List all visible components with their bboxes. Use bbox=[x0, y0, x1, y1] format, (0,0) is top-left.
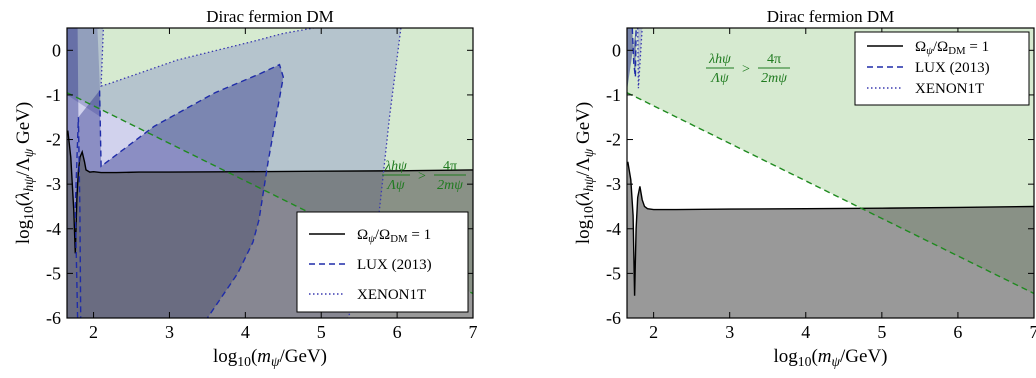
legend-label: Ωψ/ΩDM = 1 bbox=[915, 39, 989, 57]
perturbativity-annotation: λhψ Λψ >4π 2mψ bbox=[382, 159, 466, 193]
series-line-0 bbox=[627, 161, 1034, 296]
y-tick-label: -3 bbox=[46, 174, 61, 194]
annotation-lhs-denominator: Λψ bbox=[709, 71, 728, 86]
legend: Ωψ/ΩDM = 1 LUX (2013) XENON1T bbox=[854, 31, 1030, 106]
legend-label: XENON1T bbox=[357, 287, 426, 303]
legend-label: XENON1T bbox=[915, 81, 984, 97]
x-tick-label: 6 bbox=[953, 322, 962, 342]
x-tick-label: 4 bbox=[801, 322, 810, 342]
y-tick-label: -1 bbox=[46, 85, 61, 105]
x-tick-label: 5 bbox=[317, 322, 326, 342]
y-tick-label: -4 bbox=[606, 219, 621, 239]
y-tick-label: -5 bbox=[606, 263, 621, 283]
y-axis-label: log10(λhψ/Λψ GeV) bbox=[573, 102, 596, 244]
plot-frame bbox=[66, 27, 474, 319]
y-tick-label: -6 bbox=[46, 308, 61, 328]
x-axis-label: log10(mψ/GeV) bbox=[213, 346, 327, 369]
plot-frame bbox=[626, 27, 1035, 319]
y-tick-label: -3 bbox=[606, 174, 621, 194]
y-tick-label: -4 bbox=[46, 219, 61, 239]
x-tick-label: 2 bbox=[89, 322, 98, 342]
x-tick-label: 4 bbox=[241, 322, 250, 342]
series-line-2 bbox=[74, 117, 82, 318]
annotation-lhs-numerator: λhψ bbox=[708, 52, 731, 67]
legend-box bbox=[296, 211, 469, 313]
y-tick-label: 0 bbox=[52, 40, 61, 60]
right-panel: Dirac fermion DM 2 3 4 5 6 7 0 -1 -2 -3 -4 -5 -6 log10… bbox=[573, 7, 1036, 369]
perturbativity-annotation: λhψ Λψ >4π 2mψ bbox=[706, 52, 790, 86]
relic-region bbox=[627, 161, 1034, 318]
lux-region bbox=[627, 28, 637, 91]
y-tick-label: -2 bbox=[606, 130, 621, 150]
x-tick-label: 3 bbox=[725, 322, 734, 342]
annotation-operator: > bbox=[742, 62, 750, 77]
series-line-1 bbox=[627, 92, 1034, 295]
left-panel: Dirac fermion DM 2 3 4 5 6 7 0 -1 -2 -3 -4 -5 -6 log10… bbox=[13, 7, 478, 369]
y-axis-label-group: log10(λhψ/Λψ GeV) bbox=[13, 102, 36, 244]
chart-title: Dirac fermion DM bbox=[767, 7, 894, 26]
annotation-lhs-numerator: λhψ bbox=[384, 159, 407, 174]
y-tick-label: -1 bbox=[606, 85, 621, 105]
x-tick-label: 7 bbox=[1030, 322, 1036, 342]
annotation-rhs-denominator: 2mψ bbox=[761, 71, 787, 86]
annotation-lhs-denominator: Λψ bbox=[385, 178, 404, 193]
chart-title: Dirac fermion DM bbox=[206, 7, 333, 26]
annotation-rhs-denominator: 2mψ bbox=[437, 178, 463, 193]
series-line-1 bbox=[67, 92, 473, 295]
y-axis-label-group: log10(λhψ/Λψ GeV) bbox=[573, 102, 596, 244]
legend: Ωψ/ΩDM = 1 LUX (2013) XENON1T bbox=[296, 211, 469, 313]
legend-box bbox=[854, 31, 1030, 106]
y-tick-label: -2 bbox=[46, 130, 61, 150]
x-tick-label: 2 bbox=[649, 322, 658, 342]
legend-label: Ωψ/ΩDM = 1 bbox=[357, 227, 431, 245]
y-tick-label: -5 bbox=[46, 263, 61, 283]
x-tick-label: 6 bbox=[393, 322, 402, 342]
y-tick-label: 0 bbox=[612, 40, 621, 60]
annotation-rhs-numerator: 4π bbox=[443, 159, 457, 174]
annotation-operator: > bbox=[418, 169, 426, 184]
x-tick-label: 3 bbox=[165, 322, 174, 342]
y-tick-label: -6 bbox=[606, 308, 621, 328]
x-tick-label: 7 bbox=[469, 322, 478, 342]
series-line-3 bbox=[98, 63, 285, 318]
series-line-4 bbox=[97, 28, 314, 87]
x-tick-label: 5 bbox=[877, 322, 886, 342]
series-line-2 bbox=[631, 28, 637, 78]
lux-top-strip bbox=[67, 28, 102, 118]
annotation-rhs-numerator: 4π bbox=[767, 52, 781, 67]
y-axis-label: log10(λhψ/Λψ GeV) bbox=[13, 102, 36, 244]
series-line-3 bbox=[637, 28, 643, 89]
legend-label: LUX (2013) bbox=[915, 60, 990, 76]
legend-label: LUX (2013) bbox=[357, 257, 432, 273]
x-axis-label: log10(mψ/GeV) bbox=[774, 346, 888, 369]
